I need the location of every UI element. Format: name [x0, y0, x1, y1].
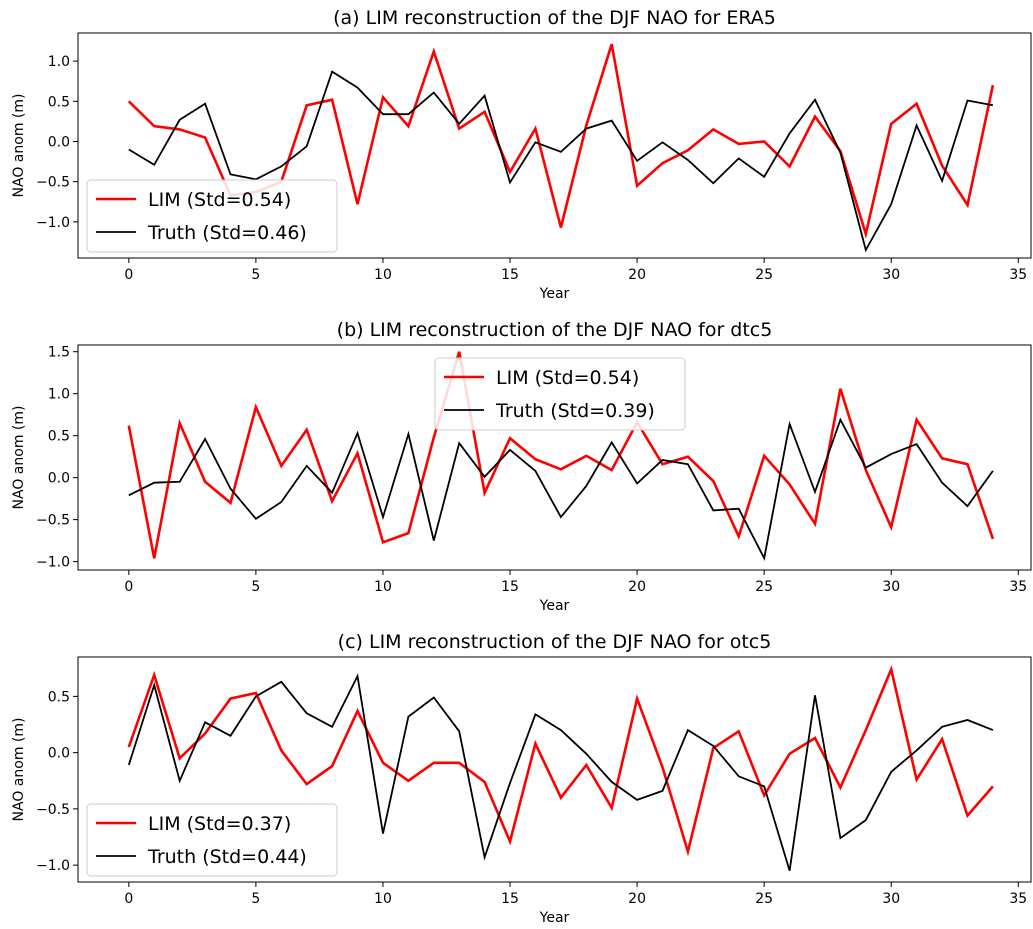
legend-label: Truth (Std=0.46) [147, 222, 307, 244]
y-tick-label: 0.5 [48, 94, 70, 110]
chart-title: (b) LIM reconstruction of the DJF NAO fo… [337, 319, 773, 341]
truth-series-line [127, 673, 994, 872]
y-tick-label: 0.0 [48, 746, 70, 762]
lim-series-line [127, 351, 995, 559]
truth-series-line [128, 417, 994, 561]
y-tick-label: −1.0 [36, 215, 70, 231]
y-tick-label: −0.5 [36, 175, 70, 191]
y-tick-label: 1.0 [48, 54, 70, 70]
legend-box [86, 179, 338, 253]
x-tick-label: 20 [628, 267, 646, 283]
x-tick-label: 15 [501, 267, 519, 283]
x-tick-label: 35 [1009, 579, 1027, 595]
x-tick-label: 35 [1009, 891, 1027, 907]
x-tick-label: 5 [251, 891, 260, 907]
x-tick-label: 10 [374, 579, 392, 595]
x-tick-label: 0 [124, 579, 133, 595]
x-tick-label: 10 [374, 891, 392, 907]
plot-frame [77, 344, 1032, 571]
x-tick-label: 20 [628, 579, 646, 595]
y-axis-label: NAO anom (m) [11, 94, 27, 198]
x-tick-label: 25 [755, 267, 773, 283]
legend-box [434, 357, 686, 431]
y-tick-label: 1.5 [48, 345, 70, 361]
y-tick-label: −1.0 [36, 858, 70, 874]
x-tick-label: 10 [374, 267, 392, 283]
x-tick-label: 30 [882, 891, 900, 907]
y-tick-label: 0.0 [48, 134, 70, 150]
legend-label: LIM (Std=0.37) [148, 813, 291, 835]
legend-label: Truth (Std=0.39) [495, 400, 655, 422]
x-axis-label: Year [539, 910, 570, 926]
legend: LIM (Std=0.54) Truth (Std=0.46) [86, 179, 338, 253]
y-tick-label: 0.0 [48, 471, 70, 487]
x-axis-label: Year [539, 286, 570, 302]
x-tick-label: 0 [124, 267, 133, 283]
legend-label: LIM (Std=0.54) [148, 189, 291, 211]
legend-label: LIM (Std=0.54) [496, 367, 639, 389]
panel-a: (a) LIM reconstruction of the DJF NAO fo… [11, 7, 1032, 302]
y-tick-label: 0.5 [48, 429, 70, 445]
x-tick-label: 15 [501, 579, 519, 595]
x-tick-label: 20 [628, 891, 646, 907]
x-tick-label: 30 [882, 579, 900, 595]
chart-title: (c) LIM reconstruction of the DJF NAO fo… [338, 631, 772, 653]
x-axis-label: Year [539, 598, 570, 614]
y-axis-label: NAO anom (m) [11, 718, 27, 822]
y-tick-label: −0.5 [36, 513, 70, 529]
lim-series-line [127, 665, 994, 857]
x-tick-label: 5 [251, 267, 260, 283]
x-tick-label: 25 [755, 579, 773, 595]
plot-frame [77, 32, 1032, 259]
legend: LIM (Std=0.54) Truth (Std=0.39) [434, 357, 686, 431]
x-tick-label: 15 [501, 891, 519, 907]
x-tick-label: 0 [124, 891, 133, 907]
legend-label: Truth (Std=0.44) [147, 846, 307, 868]
legend-box [86, 803, 338, 877]
x-tick-label: 35 [1009, 267, 1027, 283]
plot-frame [77, 656, 1032, 883]
x-tick-label: 30 [882, 267, 900, 283]
y-axis-label: NAO anom (m) [11, 406, 27, 510]
panel-c: (c) LIM reconstruction of the DJF NAO fo… [11, 631, 1032, 926]
x-tick-label: 5 [251, 579, 260, 595]
y-tick-label: 1.0 [48, 387, 70, 403]
x-tick-label: 25 [755, 891, 773, 907]
y-tick-label: −1.0 [36, 555, 70, 571]
y-tick-label: 0.5 [48, 689, 70, 705]
y-tick-label: −0.5 [36, 802, 70, 818]
chart-title: (a) LIM reconstruction of the DJF NAO fo… [333, 7, 776, 29]
truth-series-line [128, 70, 994, 253]
panel-b: (b) LIM reconstruction of the DJF NAO fo… [11, 319, 1032, 614]
legend: LIM (Std=0.37) Truth (Std=0.44) [86, 803, 338, 877]
